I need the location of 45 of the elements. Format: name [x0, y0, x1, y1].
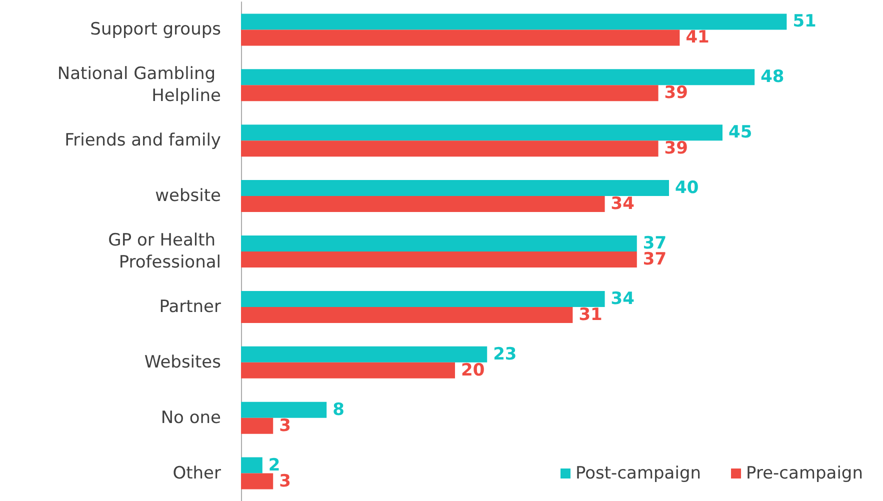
bar	[241, 85, 658, 102]
data-label: 39	[664, 83, 688, 104]
y-tick-label: website	[155, 186, 221, 206]
y-tick-label: Support groups	[90, 20, 222, 40]
data-label: 45	[728, 122, 752, 143]
bar	[241, 346, 488, 362]
data-label: 39	[664, 138, 688, 159]
data-label: 3	[279, 471, 291, 492]
bar	[241, 418, 274, 434]
data-label: 8	[332, 400, 344, 420]
bar	[241, 473, 274, 490]
data-label: 20	[461, 360, 485, 380]
y-tick-label: National Gambling Helpline	[57, 64, 221, 106]
legend-label: Post-campaign	[575, 464, 702, 484]
legend-label: Pre-campaign	[746, 464, 863, 484]
bar	[241, 180, 669, 196]
data-label: 51	[792, 12, 816, 32]
bar	[241, 362, 455, 378]
bar	[241, 457, 262, 474]
y-tick-label: Websites	[144, 352, 222, 372]
data-label: 31	[578, 304, 602, 325]
bar	[241, 306, 573, 323]
bar	[241, 252, 637, 268]
data-label: 40	[675, 178, 699, 198]
bar	[241, 30, 680, 46]
y-tick-label: Other	[172, 463, 221, 484]
bar	[241, 14, 787, 30]
bar	[241, 69, 755, 86]
data-label: 23	[493, 344, 517, 364]
y-tick-label: GP or Health Professional	[108, 230, 221, 272]
bar	[241, 290, 605, 307]
data-label: 48	[760, 67, 784, 88]
bar	[241, 402, 327, 418]
bar	[241, 140, 658, 157]
y-tick-label: Friends and family	[64, 130, 221, 151]
bar	[241, 124, 722, 141]
y-tick-label: Partner	[159, 296, 221, 317]
data-label: 34	[610, 288, 635, 309]
data-label: 3	[279, 416, 291, 436]
bar	[241, 196, 605, 212]
data-label: 41	[686, 28, 710, 48]
data-label: 2	[268, 455, 280, 476]
data-label: 34	[610, 194, 635, 214]
y-tick-label: No one	[160, 408, 221, 428]
bar	[241, 236, 637, 252]
